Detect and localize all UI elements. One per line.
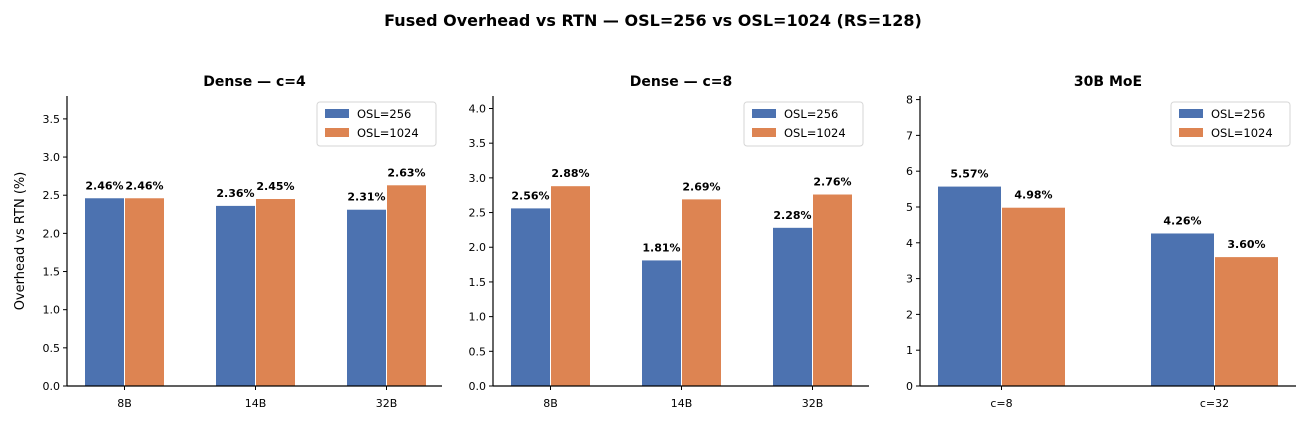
data-label: 2.63% [387, 166, 425, 179]
data-label: 3.60% [1227, 238, 1265, 251]
bar-osl256 [85, 198, 124, 386]
data-label: 1.81% [642, 241, 680, 254]
data-label: 4.98% [1014, 189, 1052, 202]
x-tick-label: 14B [671, 397, 693, 410]
y-tick-label: 1.5 [469, 276, 487, 289]
chart-panel-2: Dense — c=8 0.0 0.5 1.0 1.5 2.0 2.5 3.0 3.5 4.0 2.… [469, 74, 869, 410]
y-tick-label: 3 [906, 273, 913, 286]
data-label: 2.36% [216, 187, 254, 200]
y-tick-label: 2.5 [469, 207, 487, 220]
data-label: 2.28% [773, 209, 811, 222]
x-tick-label: 8B [543, 397, 558, 410]
bar-osl1024 [813, 194, 852, 386]
bar-osl1024 [125, 198, 164, 386]
y-axis-label: Overhead vs RTN (%) [13, 172, 28, 311]
x-tick-label: 8B [117, 397, 132, 410]
bar-osl1024 [551, 186, 590, 386]
y-tick-label: 3.0 [469, 172, 487, 185]
legend-swatch [1179, 109, 1203, 118]
chart-panels: Dense — c=4 0.0 0.5 1.0 1.5 2.0 2.5 3.0 3.5 2.46%… [43, 74, 1296, 410]
bar-osl256 [642, 260, 681, 386]
bar-osl1024 [1002, 207, 1065, 386]
y-tick-label: 1 [906, 344, 913, 357]
y-tick-label: 0.5 [469, 345, 487, 358]
y-tick-label: 6 [906, 165, 913, 178]
bar-osl1024 [682, 199, 721, 386]
y-tick-label: 2.5 [43, 189, 61, 202]
y-tick-label: 1.0 [469, 311, 487, 324]
y-tick-label: 2.0 [469, 241, 487, 254]
data-label: 2.69% [682, 180, 720, 193]
data-label: 5.57% [950, 168, 988, 181]
data-label: 2.76% [813, 176, 851, 189]
y-tick-label: 7 [906, 129, 913, 142]
y-tick-label: 0.0 [469, 380, 487, 393]
legend: OSL=256 OSL=1024 [743, 101, 864, 147]
legend-entry: OSL=256 [357, 107, 411, 121]
y-tick-label: 2 [906, 308, 913, 321]
bar-osl256 [773, 227, 812, 386]
legend-entry: OSL=256 [784, 107, 838, 121]
data-label: 2.56% [511, 189, 549, 202]
legend: OSL=256 OSL=1024 [316, 101, 437, 147]
x-tick-label: 32B [376, 397, 398, 410]
y-tick-label: 5 [906, 201, 913, 214]
data-label: 4.26% [1163, 214, 1201, 227]
y-tick-label: 0 [906, 380, 913, 393]
data-label: 2.45% [256, 180, 294, 193]
panel-title: 30B MoE [1074, 74, 1142, 90]
bar-osl256 [347, 209, 386, 386]
y-tick-label: 3.5 [43, 113, 61, 126]
y-tick-label: 3.5 [469, 137, 487, 150]
y-tick-label: 2.0 [43, 227, 61, 240]
x-tick-label: c=8 [990, 397, 1012, 410]
chart-panel-3: 30B MoE 0 1 2 3 4 5 6 7 8 5.57% 4.98% c=8 4.26% 3.60% c… [906, 74, 1296, 410]
legend-entry: OSL=256 [1211, 107, 1265, 121]
bar-osl1024 [256, 199, 295, 386]
legend-entry: OSL=1024 [784, 126, 846, 140]
y-tick-label: 4 [906, 237, 913, 250]
legend-swatch [752, 128, 776, 137]
y-tick-label: 4.0 [469, 102, 487, 115]
chart-panel-1: Dense — c=4 0.0 0.5 1.0 1.5 2.0 2.5 3.0 3.5 2.46%… [43, 74, 442, 410]
y-tick-label: 0.0 [43, 380, 61, 393]
bar-osl1024 [387, 185, 426, 386]
bar-osl256 [511, 208, 550, 386]
panel-title: Dense — c=8 [630, 74, 732, 90]
data-label: 2.31% [347, 191, 385, 204]
y-tick-label: 1.0 [43, 304, 61, 317]
legend-swatch [325, 109, 349, 118]
data-label: 2.46% [85, 179, 123, 192]
legend-swatch [1179, 128, 1203, 137]
legend-entry: OSL=1024 [1211, 126, 1273, 140]
y-tick-label: 0.5 [43, 342, 61, 355]
x-tick-label: 14B [245, 397, 267, 410]
y-tick-label: 8 [906, 94, 913, 107]
data-label: 2.88% [551, 167, 589, 180]
y-tick-label: 1.5 [43, 266, 61, 279]
bar-osl256 [938, 186, 1001, 386]
x-tick-label: 32B [802, 397, 824, 410]
bar-osl256 [216, 205, 255, 386]
panel-title: Dense — c=4 [203, 74, 306, 90]
legend-entry: OSL=1024 [357, 126, 419, 140]
legend-swatch [752, 109, 776, 118]
bar-osl1024 [1215, 257, 1278, 386]
legend: OSL=256 OSL=1024 [1170, 101, 1291, 147]
figure-title: Fused Overhead vs RTN — OSL=256 vs OSL=1… [384, 11, 922, 30]
y-tick-label: 3.0 [43, 151, 61, 164]
legend-swatch [325, 128, 349, 137]
x-tick-label: c=32 [1200, 397, 1229, 410]
data-label: 2.46% [125, 179, 163, 192]
bar-osl256 [1151, 233, 1214, 386]
